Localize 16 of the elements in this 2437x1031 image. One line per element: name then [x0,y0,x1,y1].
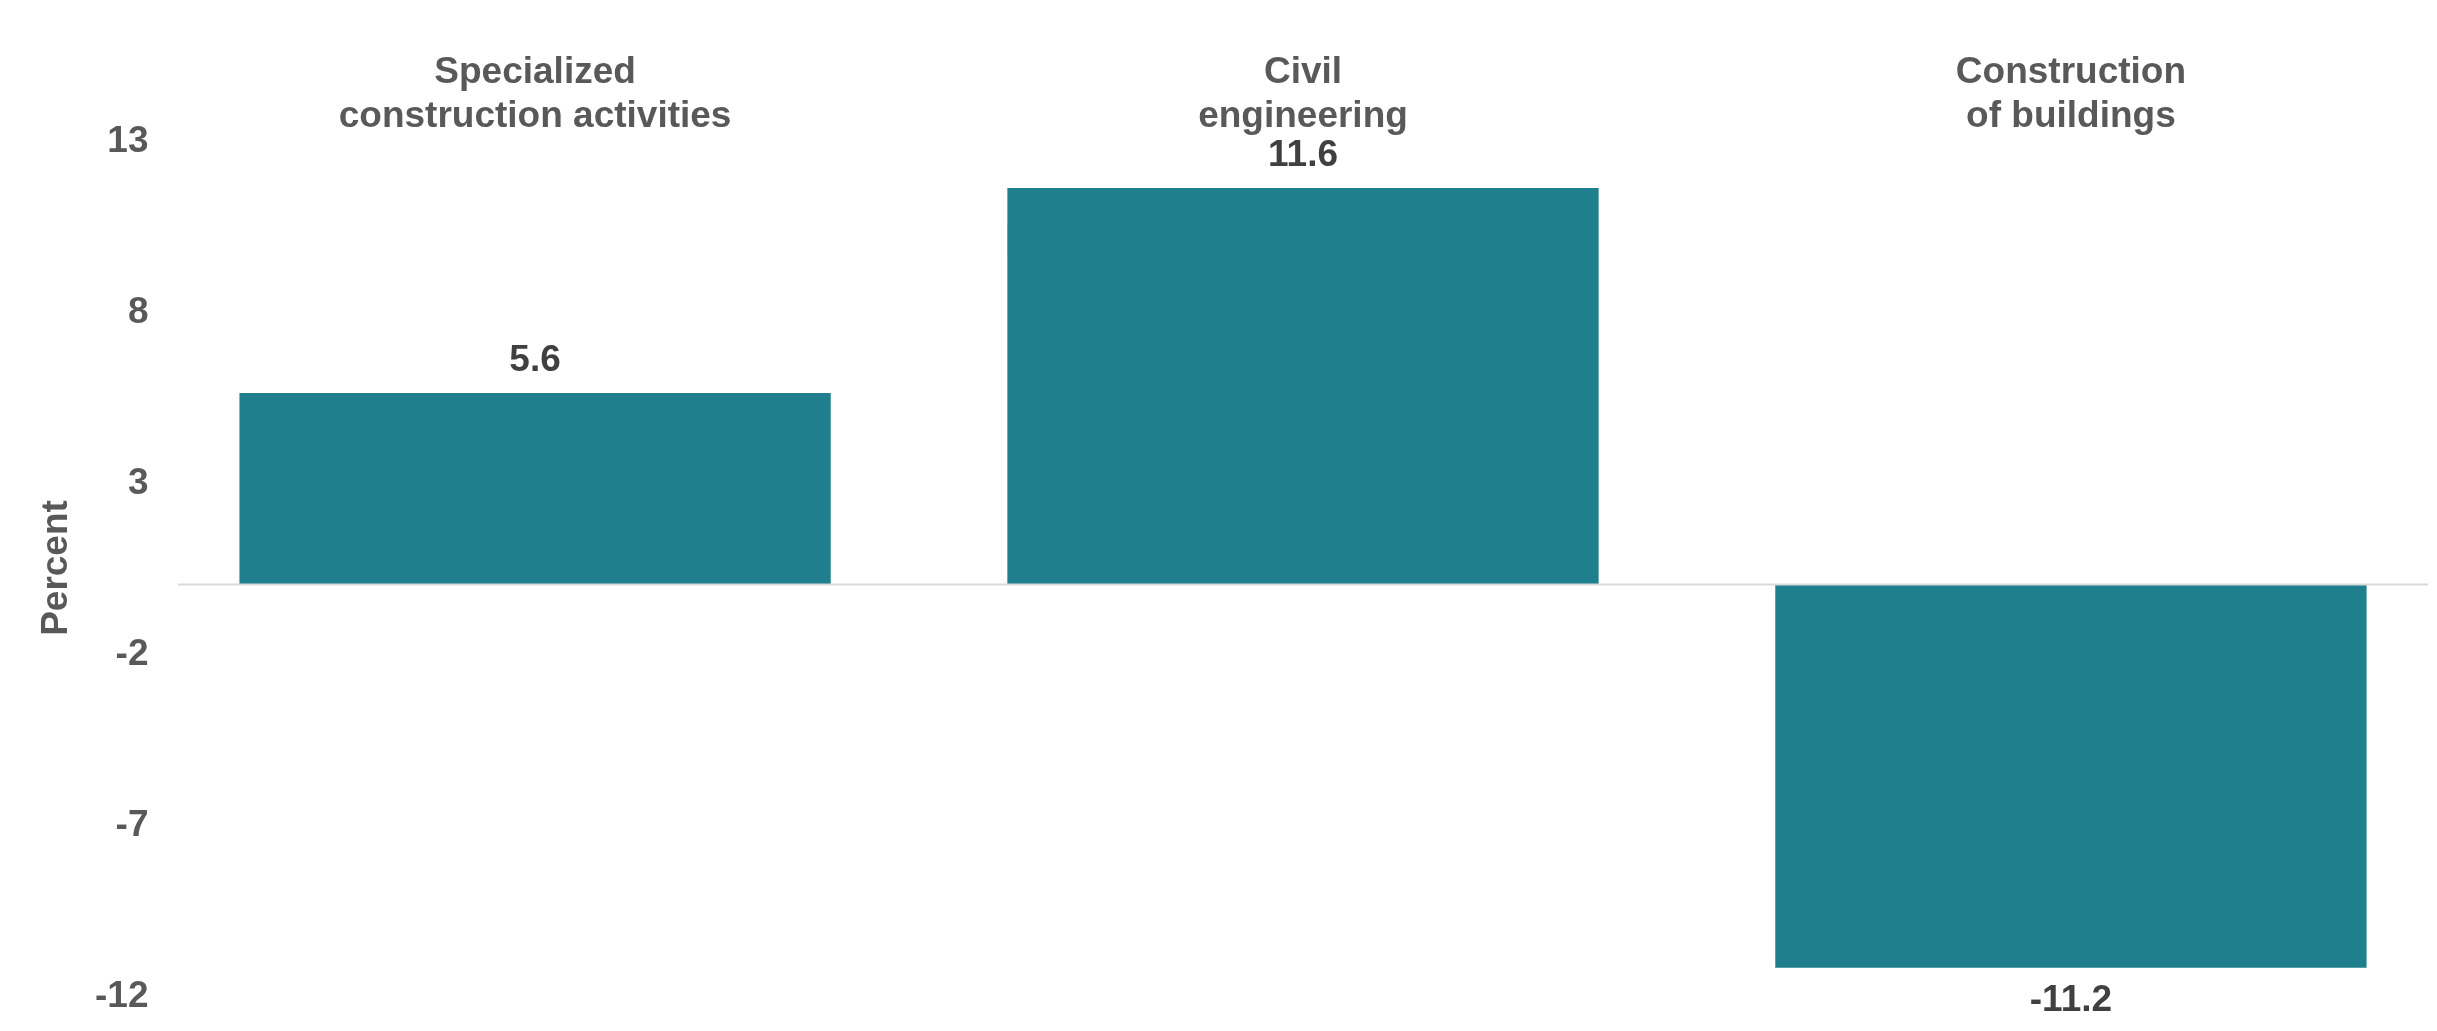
y-tick-label: -2 [115,631,149,673]
y-tick-label: 13 [107,118,149,160]
x-tick-label: Specialized construction activities [338,49,732,135]
y-tick-label: 8 [127,289,149,331]
y-tick-label: -12 [95,973,149,1015]
bar [1007,187,1599,585]
x-tick-label: Construction of buildings [1955,49,2187,135]
y-tick-label: 3 [127,460,149,502]
bar [1775,584,2367,968]
data-label: 5.6 [509,338,561,380]
x-tick-label: Civil engineering [1198,49,1408,135]
data-label: 11.6 [1268,132,1338,174]
y-axis-title: Percent [34,500,76,636]
y-tick-label: -7 [115,802,149,844]
bar [239,393,831,585]
data-label: -11.2 [2029,977,2113,1019]
